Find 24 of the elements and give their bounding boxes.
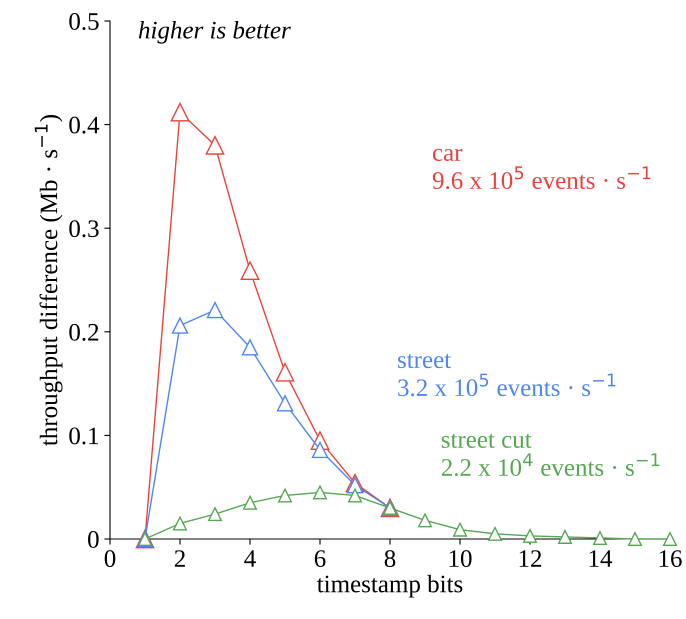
x-tick-label: 4 [244,550,256,567]
x-tick-label: 10 [450,550,472,568]
y-tick-label: 0.4 [69,116,100,134]
x-tick-label: 16 [660,550,682,568]
x-tick-label: 12 [520,550,542,567]
annotation: 9.6 x 10$^{5}$ events · s$^{−1}$ [432,166,650,190]
text: street [398,354,451,368]
annotation: 3.2 x 10$^{5}$ events · s$^{−1}$ [398,374,616,396]
y-tick-label: 0.1 [69,427,98,444]
y-tick-label: 0.5 [69,13,99,30]
y-tick-label: 0.2 [69,324,98,341]
annotation: 2.2 x 10$^{4}$ events · s$^{−1}$ [442,453,660,476]
text: street cut [442,434,532,448]
annotation: higher is better [138,21,291,44]
y-tick-label: 0 [88,531,99,548]
text: car [432,148,462,161]
y-tick-label: 0.3 [69,220,99,238]
y-axis-title: throughput difference (Mb · s$^{−1}$) [34,115,62,446]
x-tick-label: 14 [590,550,612,567]
x-tick-label: 0 [104,550,116,568]
x-tick-label: 8 [384,550,396,568]
x-tick-label: 6 [314,550,326,568]
x-tick-label: 2 [174,550,185,567]
x-axis-title: timestamp bits [316,574,462,598]
